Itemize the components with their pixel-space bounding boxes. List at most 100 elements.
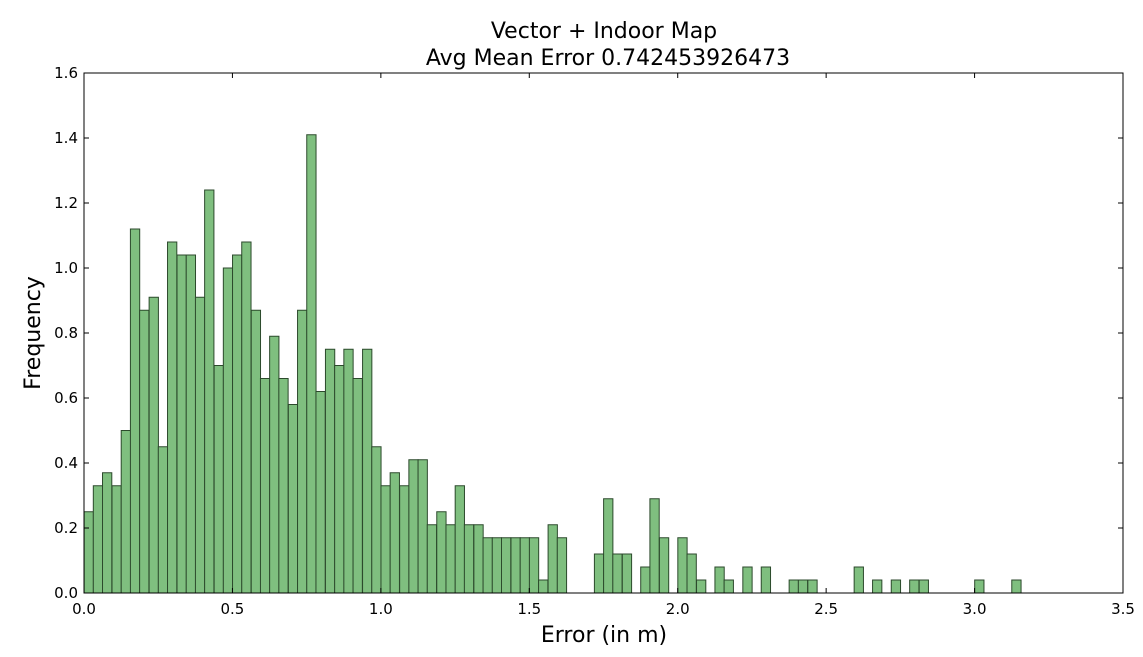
histogram-bar bbox=[677, 537, 688, 594]
histogram-bar bbox=[352, 378, 363, 594]
histogram-bar bbox=[241, 241, 252, 594]
histogram-bar bbox=[334, 365, 345, 594]
histogram-bar bbox=[362, 348, 373, 594]
histogram-bar bbox=[538, 579, 549, 594]
histogram-bar bbox=[528, 537, 540, 594]
histogram-bar bbox=[445, 524, 456, 594]
histogram-bar bbox=[760, 566, 772, 594]
y-tick-label: 0.0 bbox=[54, 584, 78, 602]
axis-ticks: 0.0 0.5 1.0 1.5 2.0 2.5 3.0 3.5 0.0 0.2 0.4 0.6 0.8 1… bbox=[54, 64, 1135, 618]
histogram-bar bbox=[269, 335, 280, 594]
histogram-bar bbox=[918, 579, 929, 594]
histogram-bar bbox=[324, 348, 336, 594]
histogram-bar bbox=[380, 485, 391, 594]
histogram-bar bbox=[473, 524, 484, 594]
histogram-bar bbox=[482, 537, 493, 594]
histogram-bar bbox=[185, 254, 197, 594]
histogram-bar bbox=[232, 254, 243, 594]
histogram-bar bbox=[157, 446, 169, 594]
y-tick-label: 0.6 bbox=[54, 389, 78, 407]
histogram-bar bbox=[111, 485, 122, 594]
plot-frame bbox=[83, 72, 1124, 594]
x-tick-label: 2.5 bbox=[814, 600, 838, 618]
x-tick-label: 2.0 bbox=[666, 600, 690, 618]
y-tick-label: 1.0 bbox=[54, 259, 78, 277]
histogram-bar bbox=[297, 309, 308, 594]
histogram-bar bbox=[797, 579, 809, 594]
y-tick-label: 0.4 bbox=[54, 454, 78, 472]
histogram-bar bbox=[640, 566, 651, 594]
histogram-bar bbox=[500, 537, 512, 594]
histogram-bar bbox=[974, 579, 985, 594]
histogram-bar bbox=[686, 553, 697, 594]
y-axis-label: Frequency bbox=[21, 276, 46, 390]
histogram-bar bbox=[129, 228, 141, 594]
histogram-bar bbox=[714, 566, 725, 594]
histogram-bar bbox=[491, 537, 503, 594]
histogram-bar bbox=[621, 553, 633, 594]
histogram-bar bbox=[742, 566, 753, 594]
histogram-bar bbox=[788, 579, 799, 594]
histogram-bar bbox=[649, 498, 660, 594]
histogram-bar bbox=[343, 348, 354, 594]
histogram-bar bbox=[658, 537, 670, 594]
x-tick-label: 1.5 bbox=[517, 600, 541, 618]
y-tick-label: 1.2 bbox=[54, 194, 78, 212]
histogram-bar bbox=[1011, 579, 1022, 594]
histogram-bar bbox=[389, 472, 400, 594]
x-tick-label: 1.0 bbox=[369, 600, 393, 618]
histogram-bar bbox=[436, 511, 447, 594]
y-tick-label: 1.4 bbox=[54, 129, 78, 147]
histogram-bar bbox=[92, 485, 104, 594]
histogram-bar bbox=[426, 524, 438, 594]
histogram-bar bbox=[167, 241, 178, 594]
histogram-bar bbox=[556, 537, 568, 594]
histogram-bar bbox=[612, 553, 623, 594]
x-tick-label: 0.5 bbox=[220, 600, 244, 618]
histogram-bar bbox=[723, 579, 734, 594]
histogram-bar bbox=[417, 459, 428, 594]
histogram-bar bbox=[315, 391, 326, 594]
histogram-bar bbox=[120, 430, 131, 594]
histogram-bar bbox=[872, 579, 883, 594]
histogram-bar bbox=[510, 537, 521, 594]
histogram-bar bbox=[306, 134, 317, 594]
histogram-bar bbox=[399, 485, 410, 594]
histogram-bar bbox=[139, 309, 150, 594]
histogram-bar bbox=[83, 511, 94, 594]
histogram-bar bbox=[194, 296, 206, 594]
y-tick-label: 1.6 bbox=[54, 64, 78, 82]
histogram-bar bbox=[853, 566, 864, 594]
x-tick-label: 3.5 bbox=[1111, 600, 1135, 618]
histogram-bar bbox=[909, 579, 920, 594]
histogram-bar bbox=[222, 267, 234, 594]
histogram-bar bbox=[890, 579, 902, 594]
histogram-bar bbox=[519, 537, 530, 594]
x-tick-label: 3.0 bbox=[963, 600, 987, 618]
histogram-bar bbox=[408, 459, 419, 594]
histogram-bar bbox=[463, 524, 475, 594]
histogram-bar bbox=[148, 296, 159, 594]
histogram-bar bbox=[371, 446, 382, 594]
histogram-bar bbox=[176, 254, 187, 594]
chart-title: Vector + Indoor Map bbox=[491, 19, 717, 44]
y-tick-label: 0.8 bbox=[54, 324, 78, 342]
histogram-bar bbox=[287, 404, 299, 594]
histogram-bar bbox=[250, 309, 262, 594]
y-tick-label: 0.2 bbox=[54, 519, 78, 537]
histogram-bar bbox=[593, 553, 605, 594]
histogram-bar bbox=[547, 524, 558, 594]
histogram-bar bbox=[807, 579, 818, 594]
histogram-bar bbox=[102, 472, 113, 594]
histogram-bar bbox=[603, 498, 614, 594]
histogram-bar bbox=[696, 579, 707, 594]
x-axis-label: Error (in m) bbox=[541, 623, 667, 648]
histogram-bar bbox=[213, 365, 224, 594]
histogram-bar bbox=[259, 378, 271, 594]
x-tick-label: 0.0 bbox=[72, 600, 96, 618]
histogram-bar bbox=[204, 189, 215, 594]
chart-subtitle: Avg Mean Error 0.742453926473 bbox=[426, 46, 790, 71]
histogram-bars bbox=[83, 134, 1022, 594]
